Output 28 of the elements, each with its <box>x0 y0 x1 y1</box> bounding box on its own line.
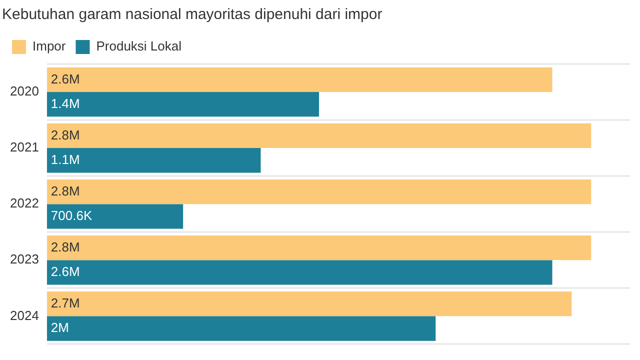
y-tick-label: 2020 <box>10 84 39 99</box>
y-tick-label: 2023 <box>10 252 39 267</box>
data-label: 2M <box>50 320 69 336</box>
bar <box>46 260 552 285</box>
legend-label: Produksi Lokal <box>96 38 182 54</box>
bar <box>46 123 592 148</box>
bar <box>46 67 552 92</box>
data-label: 2.8M <box>50 183 80 198</box>
chart-title: Kebutuhan garam nasional mayoritas dipenuhi dari impor <box>2 6 382 24</box>
legend-label: Impor <box>32 38 66 54</box>
bar <box>46 148 261 173</box>
bar <box>46 92 320 117</box>
y-tick-label: 2021 <box>10 140 39 155</box>
y-tick-label: 2024 <box>10 308 39 323</box>
data-label: 2.8M <box>50 127 80 142</box>
data-label: 1.1M <box>50 152 80 167</box>
bar <box>46 316 436 341</box>
data-label: 2.6M <box>50 71 80 86</box>
data-label: 2.8M <box>50 239 80 254</box>
bar <box>46 292 572 316</box>
data-label: 2.7M <box>50 295 80 310</box>
bar <box>46 204 184 229</box>
bar <box>46 179 592 204</box>
data-label: 700.6K <box>50 208 92 224</box>
y-tick-label: 2022 <box>10 196 39 211</box>
data-label: 1.4M <box>50 96 80 111</box>
bar <box>46 235 592 260</box>
data-label: 2.6M <box>50 264 80 280</box>
